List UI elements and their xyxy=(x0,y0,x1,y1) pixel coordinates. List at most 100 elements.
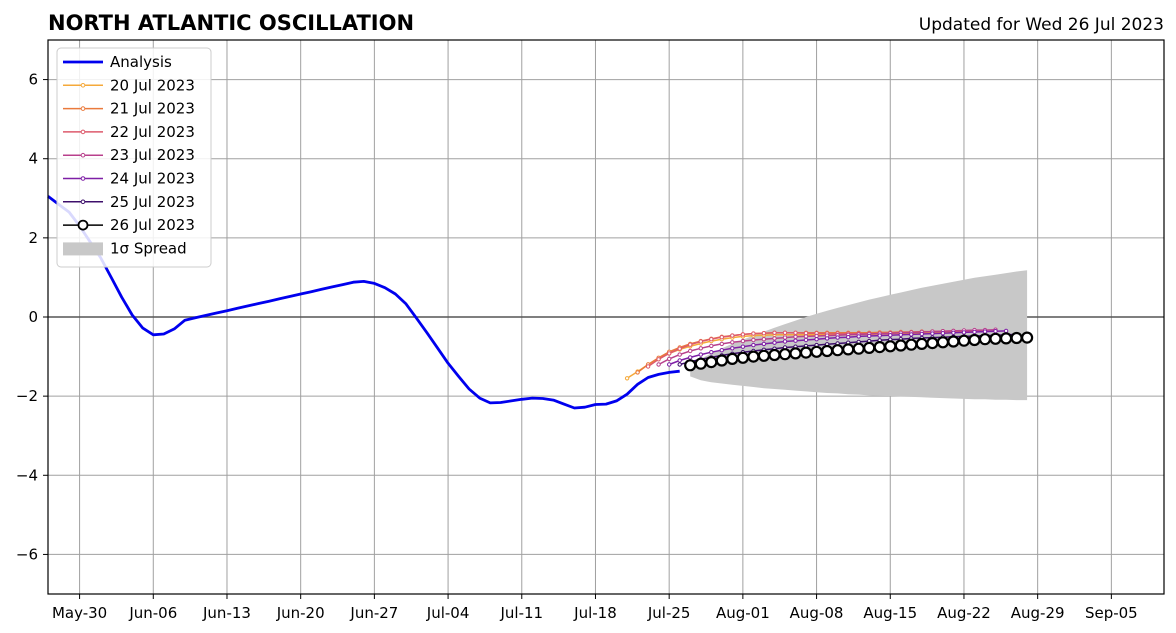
legend-label: 24 Jul 2023 xyxy=(110,170,195,188)
forecast-point xyxy=(736,351,750,364)
forecast-point xyxy=(751,342,756,348)
forecast-point xyxy=(747,350,760,363)
y-tick-label: 0 xyxy=(28,308,38,326)
forecast-point xyxy=(688,348,693,354)
forecast-point xyxy=(968,333,981,347)
forecast-point xyxy=(803,334,809,339)
analysis-line xyxy=(47,195,680,410)
x-tick-label: May-30 xyxy=(52,604,107,622)
forecast-point xyxy=(715,354,728,367)
legend-marker xyxy=(80,83,86,88)
forecast-point xyxy=(810,345,823,358)
forecast-point xyxy=(709,350,714,355)
forecast-point xyxy=(820,344,834,358)
forecast-point xyxy=(751,331,756,336)
forecast-point xyxy=(993,329,998,334)
forecast-point xyxy=(719,335,724,340)
legend-label: Analysis xyxy=(110,53,172,71)
forecast-point xyxy=(709,337,714,342)
forecast-point xyxy=(698,346,703,351)
legend-marker xyxy=(80,106,86,111)
forecast-point xyxy=(778,348,792,361)
legend-marker xyxy=(80,152,86,158)
forecast-point xyxy=(740,344,746,349)
forecast-point xyxy=(972,329,977,335)
forecast-point xyxy=(894,339,907,352)
legend-label: 25 Jul 2023 xyxy=(110,193,195,211)
forecast-point xyxy=(905,338,918,351)
forecast-point xyxy=(793,338,798,343)
forecast-point xyxy=(730,340,735,345)
legend-marker xyxy=(80,129,86,135)
forecast-point xyxy=(761,341,767,347)
legend-label: 1σ Spread xyxy=(110,239,187,257)
x-tick-label: Aug-15 xyxy=(863,604,917,622)
x-tick-label: Jul-18 xyxy=(573,604,617,622)
forecast-point xyxy=(999,332,1013,345)
x-tick-label: Jul-25 xyxy=(647,604,691,622)
forecast-point xyxy=(888,333,893,338)
legend-label: 21 Jul 2023 xyxy=(110,100,195,118)
forecast-point xyxy=(978,333,992,346)
forecast-point xyxy=(919,331,924,337)
x-tick-label: Jul-04 xyxy=(426,604,470,622)
forecast-point xyxy=(635,370,640,375)
forecast-point xyxy=(930,331,935,336)
forecast-point xyxy=(677,346,682,351)
forecast-point xyxy=(799,346,813,359)
forecast-point xyxy=(831,344,844,357)
forecast-point xyxy=(951,330,956,335)
y-tick-label: 2 xyxy=(28,229,38,247)
chart-subtitle: Updated for Wed 26 Jul 2023 xyxy=(919,15,1164,35)
forecast-point xyxy=(957,334,971,347)
forecast-point xyxy=(1010,331,1023,345)
forecast-point xyxy=(947,335,960,348)
legend-spread-swatch xyxy=(63,242,103,256)
forecast-point xyxy=(772,330,777,335)
forecast-point xyxy=(688,355,693,360)
forecast-point xyxy=(877,333,882,338)
forecast-point xyxy=(688,342,693,347)
forecast-point xyxy=(740,338,746,344)
y-tick-label: −2 xyxy=(16,387,38,405)
forecast-point xyxy=(1003,328,1009,334)
y-tick-label: 6 xyxy=(28,71,38,89)
forecast-point xyxy=(667,356,672,362)
forecast-point xyxy=(884,340,897,353)
forecast-point xyxy=(740,332,746,337)
x-tick-label: Aug-29 xyxy=(1011,604,1065,622)
forecast-point xyxy=(789,347,802,360)
forecast-point xyxy=(873,341,886,354)
forecast-point xyxy=(719,348,724,353)
forecast-point xyxy=(940,331,946,336)
x-tick-label: Aug-08 xyxy=(790,604,844,622)
forecast-point xyxy=(936,336,950,349)
forecast-point xyxy=(824,336,830,341)
legend-box xyxy=(56,47,212,268)
forecast-point xyxy=(698,352,703,357)
forecast-point xyxy=(982,329,988,334)
forecast-point xyxy=(751,337,756,343)
series-group xyxy=(47,195,1034,410)
forecast-point xyxy=(757,349,771,362)
legend-label: 22 Jul 2023 xyxy=(110,123,195,141)
legend: Analysis 20 Jul 2023 21 Jul 2023 22 Jul 202… xyxy=(56,47,212,268)
forecast-point xyxy=(656,362,661,367)
y-tick-label: 4 xyxy=(28,150,38,168)
legend-label: 23 Jul 2023 xyxy=(110,146,195,164)
forecast-point xyxy=(915,337,928,350)
forecast-point xyxy=(684,359,697,372)
legend-marker xyxy=(80,176,86,181)
forecast-series xyxy=(684,331,1034,372)
forecast-point xyxy=(698,339,703,344)
forecast-point xyxy=(909,332,914,337)
forecast-point xyxy=(814,337,819,342)
forecast-point xyxy=(768,348,781,362)
forecast-point xyxy=(867,333,872,339)
forecast-point xyxy=(852,342,865,355)
forecast-point xyxy=(793,330,798,335)
y-tick-label: −4 xyxy=(16,466,38,484)
forecast-point xyxy=(667,351,672,356)
forecast-point xyxy=(1020,331,1034,344)
